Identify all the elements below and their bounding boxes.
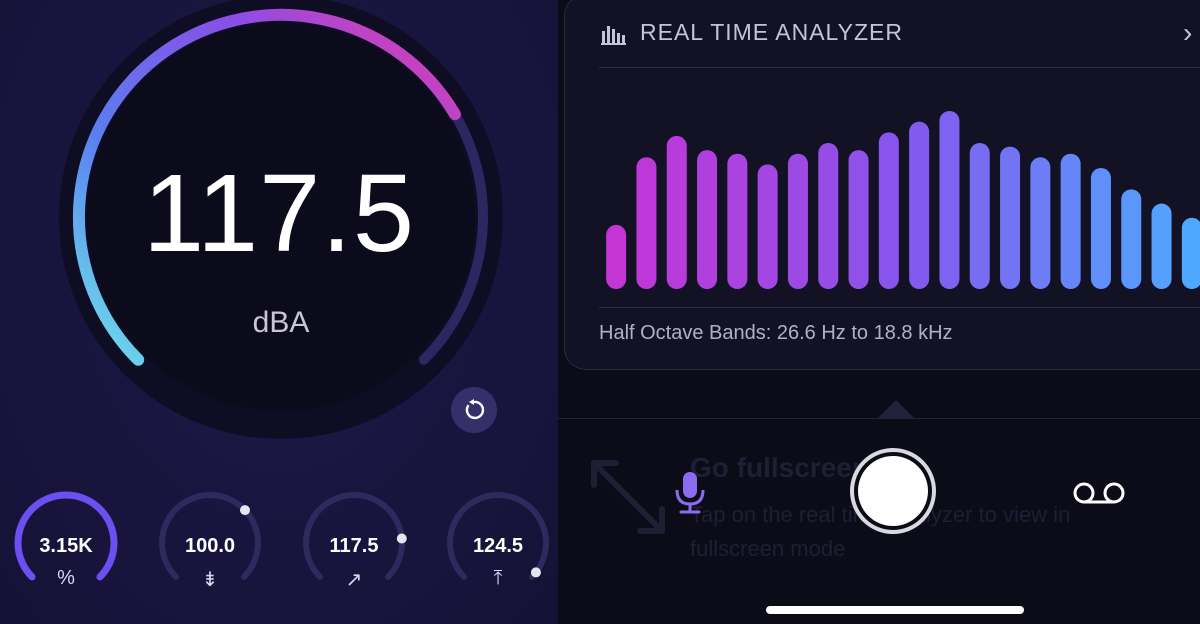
toolbar-divider	[558, 418, 1200, 419]
fullscreen-icon	[591, 460, 665, 534]
microphone-icon[interactable]	[670, 470, 710, 516]
stat-gauge-frequency: 3.15K%	[10, 487, 122, 599]
tooltip-pointer	[878, 400, 914, 418]
sound-level-unit: dBA	[252, 306, 310, 339]
tooltip-title: Go fullscreen	[690, 452, 869, 483]
stat-value: 124.5	[472, 535, 524, 557]
spectrum-bar	[1030, 157, 1051, 289]
spectrum-bar	[939, 111, 960, 289]
stat-gauge-ring	[303, 492, 407, 580]
chevron-right-icon[interactable]: ›	[1183, 17, 1193, 48]
spectrum-bar	[1121, 189, 1142, 289]
stat-value: 3.15K	[39, 535, 93, 557]
spectrum-bar	[1000, 146, 1021, 289]
spectrum-bar	[697, 150, 718, 289]
reset-button[interactable]	[451, 387, 497, 433]
spectrum-bar	[1060, 153, 1081, 289]
voicemail-icon[interactable]	[1072, 478, 1126, 508]
home-indicator[interactable]	[766, 606, 1024, 614]
reset-icon	[465, 399, 485, 420]
sound-meter-panel: 117.5 dBA 3.15K% 100.0 ⇟ 117.5 ↗ 124.5 ⤒	[0, 0, 558, 624]
analyzer-panel: REAL TIME ANALYZER › Half Octave Bands: …	[558, 0, 1200, 624]
spectrum-bar	[1090, 167, 1111, 289]
spectrum-bar	[666, 135, 687, 289]
stat-gauge-average: 117.5 ↗	[298, 487, 410, 599]
divider	[599, 67, 1200, 68]
stat-gauge-minimum: 100.0 ⇟	[154, 487, 266, 599]
analyzer-title: REAL TIME ANALYZER	[640, 19, 903, 45]
spectrum-bar	[848, 150, 869, 289]
stat-gauge-ring	[159, 492, 261, 580]
spectrum-bar	[969, 143, 990, 289]
band-range-caption: Half Octave Bands: 26.6 Hz to 18.8 kHz	[599, 322, 953, 344]
minimum-icon: ⇟	[201, 569, 219, 591]
percent-icon: %	[57, 567, 75, 589]
gauge-face	[87, 23, 475, 411]
spectrum-bar	[727, 153, 748, 289]
spectrum-bar	[909, 121, 930, 290]
spectrum-bar	[757, 164, 778, 289]
stat-gauge-ring	[14, 491, 118, 581]
stat-value: 117.5	[329, 535, 379, 557]
spectrum-bar	[636, 157, 657, 289]
sound-level-value: 117.5	[142, 152, 416, 275]
spectrum-chart	[606, 111, 1200, 290]
arrow-up-right-icon: ↗	[345, 569, 363, 591]
spectrum-bar	[787, 153, 808, 289]
spectrum-bar	[1181, 217, 1200, 289]
stat-gauge-maximum: 124.5 ⤒	[442, 487, 554, 599]
spectrum-bar	[606, 224, 627, 289]
stat-value: 100.0	[184, 535, 236, 557]
arrow-up-to-line-icon: ⤒	[493, 567, 503, 589]
divider	[599, 307, 1200, 308]
spectrum-bar	[818, 143, 839, 289]
spectrum-bar	[878, 132, 899, 289]
spectrum-bar	[1151, 203, 1172, 289]
record-button-inner	[858, 456, 928, 526]
stat-gauge-ring	[447, 492, 549, 580]
record-button[interactable]	[850, 448, 936, 534]
main-gauge	[59, 0, 503, 439]
real-time-analyzer-card[interactable]: REAL TIME ANALYZER › Half Octave Bands: …	[564, 0, 1200, 370]
gauge-level-arc	[72, 8, 461, 366]
bar-chart-icon	[601, 26, 626, 45]
